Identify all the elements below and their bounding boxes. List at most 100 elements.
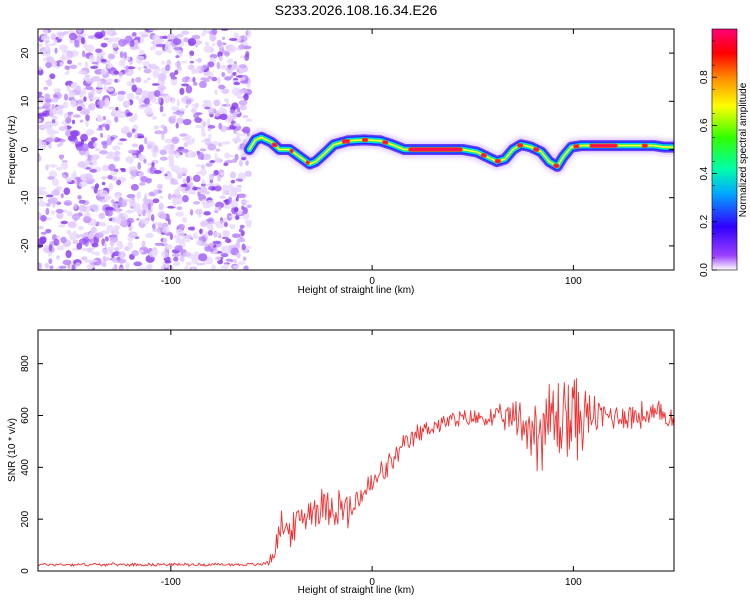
noise-blob (190, 104, 199, 107)
noise-blob (63, 124, 68, 132)
ridge-peak-core (518, 144, 523, 147)
noise-blob (146, 144, 152, 150)
noise-blob (48, 142, 52, 149)
noise-blob (127, 71, 135, 75)
noise-blob (104, 236, 109, 242)
noise-blob (51, 97, 59, 103)
noise-blob (232, 265, 240, 269)
noise-blob (99, 149, 108, 155)
noise-blob (223, 230, 229, 238)
noise-blob (233, 207, 239, 212)
noise-blob (61, 160, 68, 163)
noise-blob (190, 236, 194, 241)
noise-blob (235, 178, 243, 182)
noise-blob (111, 199, 115, 204)
noise-blob (39, 236, 47, 245)
noise-blob (182, 178, 186, 184)
noise-blob (38, 140, 44, 148)
noise-blob (60, 236, 67, 244)
noise-blob (232, 63, 239, 71)
noise-blob (44, 98, 52, 103)
noise-blob (116, 216, 122, 225)
noise-blob (86, 264, 94, 270)
noise-blob (200, 168, 207, 176)
noise-blob (172, 111, 181, 115)
noise-blob (222, 188, 226, 196)
noise-blob (49, 73, 56, 80)
noise-blob (244, 170, 252, 177)
noise-blob (123, 51, 127, 59)
noise-blob (224, 205, 231, 209)
noise-blob (182, 194, 189, 203)
noise-blob (76, 233, 80, 239)
noise-blob (96, 128, 104, 131)
noise-blob (114, 150, 121, 156)
noise-blob (76, 176, 81, 185)
noise-blob (243, 265, 249, 270)
noise-blob (243, 93, 249, 101)
noise-blob (220, 253, 229, 258)
noise-blob (170, 181, 180, 185)
noise-blob (87, 259, 98, 263)
noise-blob (185, 104, 189, 109)
noise-blob (72, 230, 78, 236)
noise-blob (238, 44, 245, 50)
noise-blob (80, 37, 86, 45)
noise-blob (231, 87, 240, 96)
noise-blob (38, 118, 42, 123)
noise-blob (66, 211, 73, 217)
noise-blob (81, 143, 89, 152)
noise-blob (185, 98, 192, 105)
noise-blob (172, 199, 177, 208)
noise-blob (84, 74, 91, 78)
noise-blob (245, 30, 249, 36)
noise-blob (71, 264, 76, 270)
noise-blob (109, 248, 113, 255)
noise-blob (112, 202, 119, 209)
noise-blob (125, 156, 134, 164)
noise-blob (62, 259, 72, 266)
noise-blob (194, 124, 204, 129)
noise-blob (176, 117, 185, 124)
noise-blob (195, 42, 199, 48)
noise-blob (174, 188, 181, 197)
noise-blob (60, 162, 69, 170)
noise-blob (152, 223, 156, 230)
noise-blob (211, 186, 216, 191)
noise-blob (130, 183, 139, 191)
noise-blob (221, 236, 229, 240)
noise-blob (59, 154, 63, 161)
noise-blob (68, 32, 78, 41)
noise-blob (117, 258, 127, 264)
noise-blob (38, 186, 47, 191)
noise-blob (101, 248, 111, 255)
noise-blob (141, 202, 149, 211)
noise-blob (152, 198, 160, 204)
colorbar: 0.0 0.2 0.4 0.6 0.8 Normalized spectral ampl… (699, 28, 749, 277)
noise-blob (214, 209, 219, 214)
noise-blob (204, 243, 209, 247)
noise-blob (169, 72, 176, 78)
noise-blob (208, 173, 214, 181)
noise-blob (125, 199, 134, 203)
noise-blob (195, 164, 201, 167)
noise-blob (171, 136, 180, 144)
noise-blob (176, 206, 183, 211)
noise-blob (118, 59, 126, 67)
noise-blob (164, 244, 173, 250)
snr-y-tick-label: 800 (20, 355, 31, 372)
noise-blob (51, 104, 55, 110)
noise-blob (225, 258, 232, 262)
noise-blob (56, 245, 65, 251)
noise-blob (228, 45, 237, 53)
noise-blob (238, 159, 243, 167)
noise-blob (246, 84, 251, 88)
noise-blob (50, 33, 56, 41)
noise-blob (152, 70, 160, 78)
noise-blob (222, 141, 231, 145)
noise-blob (126, 99, 131, 108)
noise-blob (105, 206, 114, 211)
noise-blob (78, 181, 88, 188)
noise-blob (189, 60, 195, 64)
noise-blob (191, 256, 200, 265)
